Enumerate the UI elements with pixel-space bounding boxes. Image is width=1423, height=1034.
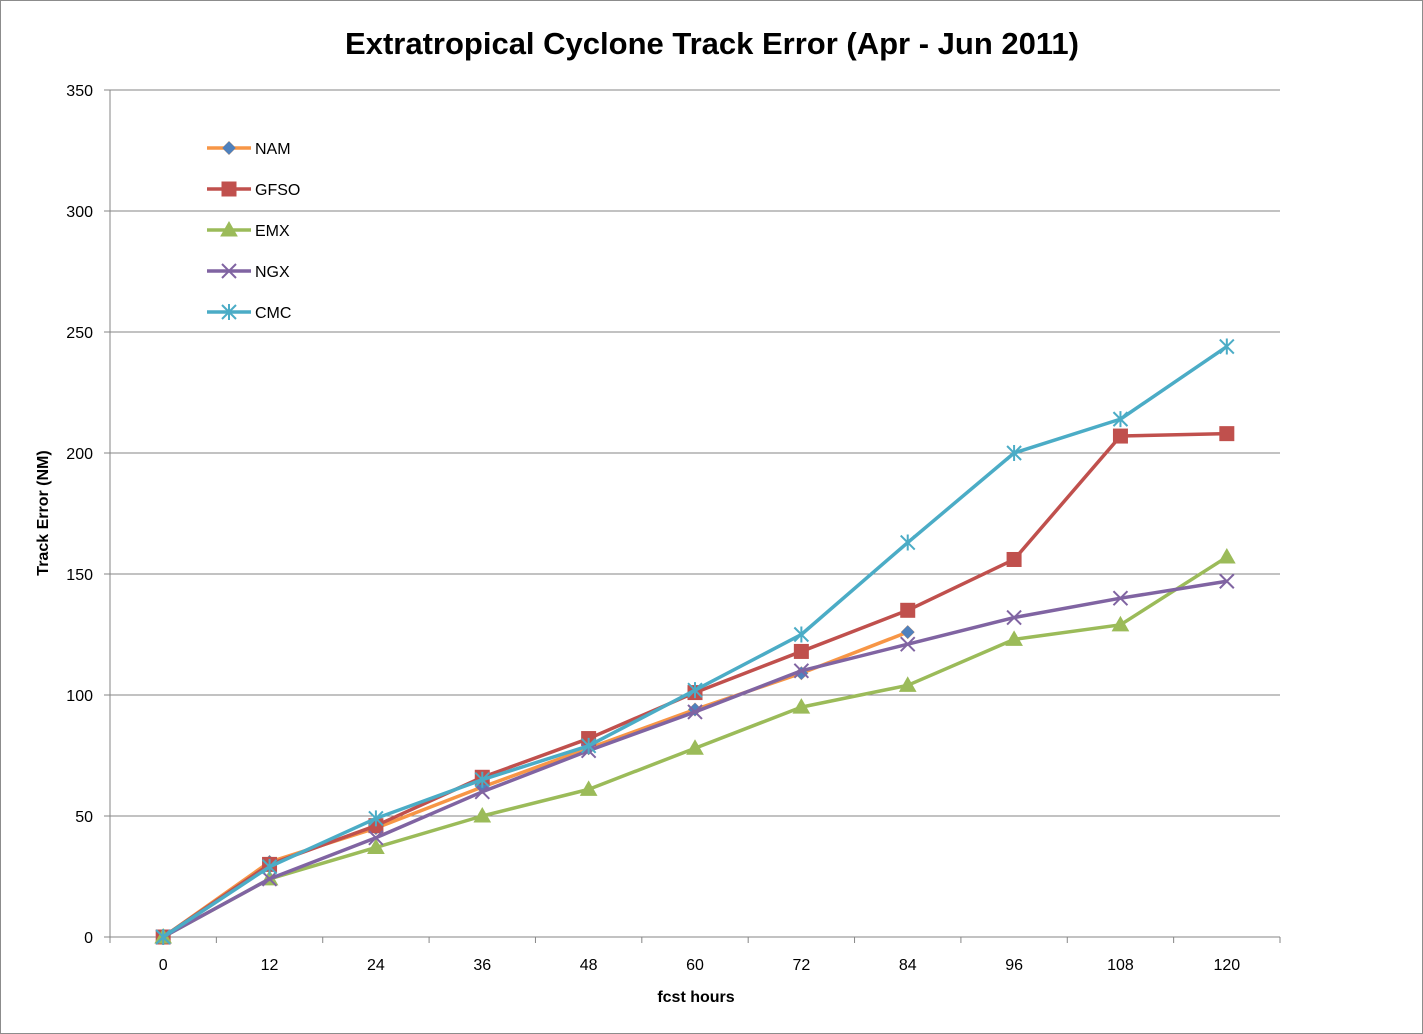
point-emx-48	[579, 780, 598, 796]
point-ngx-84	[900, 636, 916, 652]
point-emx-24	[367, 838, 385, 854]
point-ngx-120	[1219, 573, 1235, 589]
point-gfso-84	[900, 602, 916, 618]
axes	[104, 89, 1281, 943]
legend-marker-gfso	[221, 181, 237, 197]
y-tick-label-150: 150	[66, 567, 93, 584]
y-tick-label-0: 0	[84, 930, 93, 947]
legend-item-nam: NAM	[207, 141, 291, 158]
point-gfso-72	[793, 643, 809, 659]
point-nam-84	[901, 625, 915, 639]
series-cmc	[155, 338, 1235, 945]
tick-labels: 0 50 100 150 200 250 300 350 0 12 24 36 48 60 72 84 96 10…	[66, 83, 1240, 974]
y-tick-label-200: 200	[66, 446, 93, 463]
point-emx-60	[686, 739, 704, 755]
y-tick-label-50: 50	[75, 809, 93, 826]
legend-label-ngx: NGX	[255, 264, 290, 281]
point-cmc-72	[793, 626, 810, 643]
legend-item-ngx: NGX	[207, 263, 290, 281]
point-ngx-72	[793, 663, 810, 679]
point-gfso-120	[1219, 426, 1235, 442]
x-tick-label-72: 72	[792, 957, 810, 974]
point-ngx-24	[368, 830, 384, 846]
x-tick-label-60: 60	[686, 957, 704, 974]
point-cmc-12	[261, 858, 278, 875]
point-ngx-12	[261, 871, 278, 887]
legend-marker-nam	[222, 141, 236, 155]
point-ngx-36	[474, 784, 490, 800]
point-emx-96	[1005, 630, 1023, 646]
legend-label-gfso: GFSO	[255, 182, 300, 199]
point-ngx-108	[1112, 590, 1129, 606]
point-emx-84	[898, 676, 917, 692]
point-cmc-96	[1006, 445, 1022, 461]
legend-label-emx: EMX	[255, 223, 290, 240]
point-cmc-84	[900, 534, 916, 551]
point-cmc-120	[1219, 338, 1235, 355]
series-nam	[156, 625, 915, 944]
point-ngx-96	[1006, 609, 1022, 626]
point-cmc-60	[687, 682, 703, 699]
chart-title: Extratropical Cyclone Track Error (Apr -…	[345, 26, 1079, 61]
x-tick-label-108: 108	[1107, 957, 1134, 974]
point-gfso-108	[1112, 428, 1128, 444]
legend: NAM GFSO EMX NGX CMC	[207, 141, 300, 322]
x-tick-label-12: 12	[261, 957, 279, 974]
point-cmc-48	[580, 737, 597, 754]
legend-label-cmc: CMC	[255, 305, 291, 322]
point-cmc-24	[368, 810, 384, 827]
legend-marker-emx	[220, 220, 238, 237]
legend-label-nam: NAM	[255, 141, 291, 158]
legend-item-cmc: CMC	[207, 304, 291, 322]
series-line-nam	[162, 630, 909, 939]
point-emx-36	[473, 806, 492, 823]
grid-lines	[110, 89, 1280, 817]
y-tick-label-350: 350	[66, 83, 93, 100]
point-emx-72	[792, 698, 811, 714]
y-tick-label-300: 300	[66, 204, 93, 221]
y-tick-label-100: 100	[66, 688, 93, 705]
point-gfso-96	[1006, 551, 1022, 567]
x-tick-label-120: 120	[1213, 957, 1240, 974]
x-tick-label-84: 84	[899, 957, 917, 974]
x-axis-label: fcst hours	[657, 989, 734, 1006]
point-ngx-60	[687, 704, 703, 720]
legend-item-emx: EMX	[207, 220, 290, 240]
legend-marker-ngx	[221, 263, 237, 279]
point-cmc-0	[155, 929, 171, 945]
series-emx	[154, 548, 1236, 944]
legend-marker-cmc	[221, 304, 237, 320]
series-layer	[154, 338, 1236, 945]
x-tick-label-96: 96	[1005, 957, 1023, 974]
y-tick-label-250: 250	[66, 325, 93, 342]
series-line-ngx	[162, 579, 1228, 939]
x-tick-label-0: 0	[159, 957, 168, 974]
x-tick-label-36: 36	[473, 957, 491, 974]
point-emx-108	[1111, 615, 1130, 632]
legend-item-gfso: GFSO	[207, 181, 300, 199]
point-emx-120	[1217, 548, 1236, 564]
series-line-cmc	[162, 345, 1228, 939]
x-tick-label-48: 48	[580, 957, 598, 974]
y-axis-label: Track Error (NM)	[35, 450, 52, 575]
point-cmc-36	[474, 771, 490, 788]
x-tick-label-24: 24	[367, 957, 385, 974]
point-cmc-108	[1112, 411, 1129, 428]
